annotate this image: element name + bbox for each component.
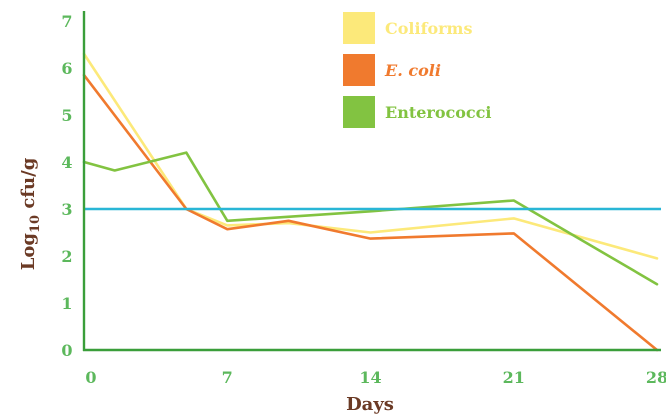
y-tick-label: 4 xyxy=(61,153,72,172)
series-line-2 xyxy=(82,151,659,286)
x-tick-label: 7 xyxy=(222,368,233,387)
legend-label: Enterococci xyxy=(385,103,491,122)
legend-swatch xyxy=(343,12,375,44)
y-tick-label: 1 xyxy=(61,294,72,313)
legend-swatch xyxy=(343,54,375,86)
y-axis-title-unit: cfu/g xyxy=(18,157,39,215)
y-tick-label: 6 xyxy=(61,59,72,78)
y-tick-label: 5 xyxy=(61,106,72,125)
x-axis-title: Days xyxy=(346,394,394,415)
legend-label: E. coli xyxy=(384,61,441,80)
y-tick-label: 3 xyxy=(61,200,72,219)
x-tick-label: 28 xyxy=(646,368,666,387)
y-tick-label: 0 xyxy=(61,341,72,360)
x-tick-labels: 0 7 14 21 28 xyxy=(85,368,666,387)
x-tick-label: 0 xyxy=(85,368,96,387)
y-tick-label: 2 xyxy=(61,247,72,266)
y-axis-title: Log10 cfu/g xyxy=(18,157,43,270)
y-axis-title-main: Log xyxy=(18,233,39,271)
y-axis-title-subscript: 10 xyxy=(28,215,43,233)
x-tick-label: 14 xyxy=(359,368,381,387)
y-tick-labels: 0 1 2 3 4 5 6 7 xyxy=(61,12,72,360)
legend: Coliforms E. coli Enterococci xyxy=(343,12,491,128)
legend-swatch xyxy=(343,96,375,128)
x-tick-label: 21 xyxy=(503,368,525,387)
legend-label: Coliforms xyxy=(385,19,472,38)
y-tick-label: 7 xyxy=(61,12,72,31)
